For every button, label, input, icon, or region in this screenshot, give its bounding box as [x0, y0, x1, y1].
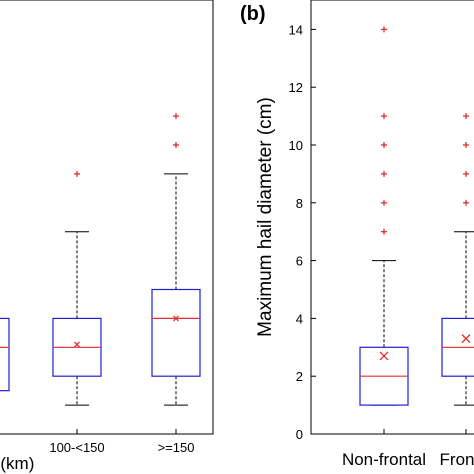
- b-outlier-1-2: [463, 142, 469, 148]
- b-y-tick-label-6: 12: [289, 80, 303, 95]
- panel-b-x-ticks: Non-frontal Frontal: [342, 429, 474, 469]
- a-x-tick-label-2: >=150: [158, 440, 195, 455]
- a-mean-2-b: [173, 315, 179, 322]
- b-x-tick-label-1: Frontal: [440, 450, 474, 469]
- b-outlier-1-0: [463, 199, 469, 206]
- b-x-tick-label-0: Non-frontal: [342, 450, 426, 469]
- panel-b-axes-frame: [310, 0, 474, 435]
- b-mean-0-b: [379, 351, 389, 361]
- b-outlier-1-3: [463, 113, 469, 120]
- panel-b-y-ticks: 0 2 4 6 8 10 12 14: [289, 22, 316, 442]
- b-box-1: [441, 113, 474, 406]
- panel-b-y-axis-label: Maximum hail diameter (cm): [255, 97, 276, 337]
- b-y-tick-label-7: 14: [289, 22, 303, 37]
- b-mean-0: [379, 351, 389, 361]
- a-outlier-2-1: [173, 113, 179, 120]
- b-mean-1-b: [461, 334, 471, 344]
- b-mean-1: [461, 334, 471, 344]
- a-iqr-box-2: [151, 288, 201, 377]
- b-y-tick-label-2: 4: [296, 311, 303, 326]
- a-box-2: [151, 113, 201, 406]
- b-y-tick-label-4: 8: [296, 196, 303, 211]
- b-outlier-0-0: [381, 228, 387, 235]
- b-y-tick-label-5: 10: [289, 138, 303, 153]
- b-outlier-0-1: [381, 199, 387, 206]
- a-outlier-2-0: [173, 142, 179, 148]
- b-box-0: [359, 26, 409, 406]
- panel-b-boxes: [359, 26, 474, 406]
- panel-a-boxes: [0, 113, 201, 406]
- panel-a: 0100-<150>=150 · (km): [0, 0, 214, 473]
- b-y-tick-label-0: 0: [296, 427, 303, 442]
- a-box-1: [52, 170, 102, 406]
- a-iqr-box-0: [0, 317, 10, 392]
- b-y-tick-label-1: 2: [296, 369, 303, 384]
- panel-b-label: (b): [240, 3, 266, 25]
- b-outlier-1-1: [463, 170, 469, 177]
- a-outlier-1-0: [74, 170, 80, 177]
- b-outlier-0-4: [381, 113, 387, 120]
- panel-a-axes-frame: [0, 0, 214, 435]
- b-outlier-0-3: [381, 142, 387, 148]
- a-mean-1: [74, 341, 80, 348]
- a-mean-2: [173, 315, 179, 322]
- a-mean-1-b: [74, 341, 80, 348]
- panel-a-x-ticks: 0100-<150>=150: [49, 429, 195, 455]
- b-y-tick-label-3: 6: [296, 254, 303, 269]
- b-outlier-0-2: [381, 170, 387, 177]
- a-box-0: [0, 317, 10, 392]
- panel-b: (b) 0 2 4 6 8 10 12 14 Non-frontal Frontal Maxim…: [240, 0, 474, 469]
- b-outlier-0-5: [381, 26, 387, 33]
- a-x-tick-label-1: 100-<150: [49, 440, 104, 455]
- panel-a-x-axis-label: · (km): [0, 454, 34, 473]
